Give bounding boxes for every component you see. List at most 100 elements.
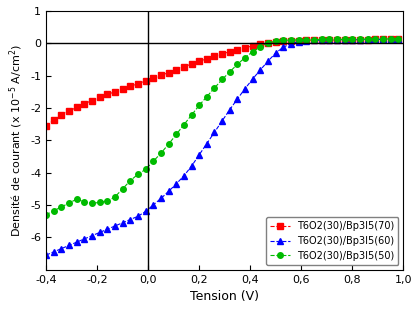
T6O2(30)/Bp3I5(60): [220, 119, 225, 123]
T6O2(30)/Bp3I5(70): [189, 62, 194, 66]
T6O2(30)/Bp3I5(60): [311, 38, 316, 42]
T6O2(30)/Bp3I5(70): [128, 84, 133, 88]
T6O2(30)/Bp3I5(50): [342, 38, 347, 41]
T6O2(30)/Bp3I5(50): [151, 159, 156, 163]
T6O2(30)/Bp3I5(70): [365, 38, 370, 42]
T6O2(30)/Bp3I5(50): [120, 187, 125, 191]
T6O2(30)/Bp3I5(60): [67, 244, 72, 247]
T6O2(30)/Bp3I5(70): [250, 44, 255, 48]
T6O2(30)/Bp3I5(60): [243, 87, 248, 91]
T6O2(30)/Bp3I5(60): [112, 224, 117, 228]
T6O2(30)/Bp3I5(70): [281, 39, 286, 43]
T6O2(30)/Bp3I5(70): [304, 38, 309, 42]
T6O2(30)/Bp3I5(50): [181, 123, 186, 126]
T6O2(30)/Bp3I5(50): [166, 142, 171, 146]
T6O2(30)/Bp3I5(50): [44, 213, 49, 216]
T6O2(30)/Bp3I5(60): [197, 153, 202, 157]
T6O2(30)/Bp3I5(50): [266, 41, 271, 45]
T6O2(30)/Bp3I5(50): [51, 209, 56, 213]
T6O2(30)/Bp3I5(60): [258, 68, 263, 72]
T6O2(30)/Bp3I5(70): [388, 38, 393, 41]
T6O2(30)/Bp3I5(60): [327, 38, 332, 42]
T6O2(30)/Bp3I5(50): [59, 205, 64, 209]
T6O2(30)/Bp3I5(60): [158, 197, 163, 200]
T6O2(30)/Bp3I5(70): [112, 90, 117, 94]
T6O2(30)/Bp3I5(50): [82, 200, 87, 204]
T6O2(30)/Bp3I5(50): [373, 37, 378, 41]
T6O2(30)/Bp3I5(70): [273, 40, 278, 44]
T6O2(30)/Bp3I5(60): [227, 108, 232, 111]
X-axis label: Tension (V): Tension (V): [190, 290, 259, 303]
T6O2(30)/Bp3I5(70): [158, 73, 163, 77]
T6O2(30)/Bp3I5(50): [97, 201, 102, 204]
T6O2(30)/Bp3I5(50): [304, 38, 309, 42]
T6O2(30)/Bp3I5(70): [151, 76, 156, 80]
T6O2(30)/Bp3I5(50): [388, 37, 393, 41]
T6O2(30)/Bp3I5(70): [44, 124, 49, 128]
T6O2(30)/Bp3I5(70): [166, 71, 171, 75]
T6O2(30)/Bp3I5(70): [204, 57, 210, 61]
T6O2(30)/Bp3I5(50): [204, 95, 210, 99]
T6O2(30)/Bp3I5(50): [112, 195, 117, 199]
T6O2(30)/Bp3I5(60): [181, 174, 186, 178]
T6O2(30)/Bp3I5(60): [82, 237, 87, 241]
T6O2(30)/Bp3I5(70): [373, 38, 378, 41]
T6O2(30)/Bp3I5(50): [357, 37, 362, 41]
T6O2(30)/Bp3I5(60): [189, 164, 194, 168]
T6O2(30)/Bp3I5(60): [380, 38, 385, 41]
T6O2(30)/Bp3I5(50): [281, 38, 286, 42]
T6O2(30)/Bp3I5(70): [90, 99, 95, 102]
T6O2(30)/Bp3I5(70): [319, 38, 324, 42]
T6O2(30)/Bp3I5(60): [212, 130, 217, 134]
T6O2(30)/Bp3I5(50): [197, 104, 202, 107]
T6O2(30)/Bp3I5(70): [235, 48, 240, 51]
Y-axis label: Densité de courant (x 10$^{-5}$ A/cm$^2$): Densité de courant (x 10$^{-5}$ A/cm$^2$…: [7, 44, 25, 237]
T6O2(30)/Bp3I5(70): [289, 39, 294, 43]
T6O2(30)/Bp3I5(70): [181, 65, 186, 69]
T6O2(30)/Bp3I5(70): [120, 87, 125, 91]
T6O2(30)/Bp3I5(50): [90, 202, 95, 205]
T6O2(30)/Bp3I5(70): [51, 118, 56, 122]
T6O2(30)/Bp3I5(70): [327, 38, 332, 42]
T6O2(30)/Bp3I5(70): [67, 109, 72, 113]
T6O2(30)/Bp3I5(50): [135, 172, 140, 176]
T6O2(30)/Bp3I5(70): [266, 41, 271, 45]
T6O2(30)/Bp3I5(60): [388, 38, 393, 41]
T6O2(30)/Bp3I5(50): [258, 45, 263, 48]
T6O2(30)/Bp3I5(50): [289, 38, 294, 42]
T6O2(30)/Bp3I5(60): [273, 51, 278, 55]
T6O2(30)/Bp3I5(60): [174, 182, 179, 186]
T6O2(30)/Bp3I5(60): [289, 42, 294, 46]
Line: T6O2(30)/Bp3I5(50): T6O2(30)/Bp3I5(50): [43, 36, 401, 217]
T6O2(30)/Bp3I5(50): [235, 62, 240, 66]
T6O2(30)/Bp3I5(70): [135, 82, 140, 86]
T6O2(30)/Bp3I5(50): [227, 70, 232, 73]
T6O2(30)/Bp3I5(50): [365, 37, 370, 41]
T6O2(30)/Bp3I5(60): [396, 38, 401, 41]
T6O2(30)/Bp3I5(60): [135, 215, 140, 218]
T6O2(30)/Bp3I5(60): [97, 231, 102, 234]
T6O2(30)/Bp3I5(50): [327, 38, 332, 41]
T6O2(30)/Bp3I5(50): [158, 151, 163, 155]
T6O2(30)/Bp3I5(70): [380, 38, 385, 41]
T6O2(30)/Bp3I5(50): [319, 38, 324, 41]
T6O2(30)/Bp3I5(60): [319, 38, 324, 42]
T6O2(30)/Bp3I5(60): [90, 234, 95, 237]
T6O2(30)/Bp3I5(70): [174, 68, 179, 72]
T6O2(30)/Bp3I5(70): [357, 38, 362, 42]
T6O2(30)/Bp3I5(50): [189, 113, 194, 117]
T6O2(30)/Bp3I5(60): [59, 247, 64, 250]
T6O2(30)/Bp3I5(60): [74, 240, 79, 244]
T6O2(30)/Bp3I5(70): [59, 113, 64, 117]
T6O2(30)/Bp3I5(70): [243, 46, 248, 50]
T6O2(30)/Bp3I5(60): [166, 189, 171, 193]
T6O2(30)/Bp3I5(60): [334, 38, 339, 42]
T6O2(30)/Bp3I5(60): [120, 221, 125, 225]
T6O2(30)/Bp3I5(50): [396, 37, 401, 41]
T6O2(30)/Bp3I5(60): [105, 227, 110, 231]
T6O2(30)/Bp3I5(70): [258, 42, 263, 46]
T6O2(30)/Bp3I5(60): [350, 38, 355, 42]
T6O2(30)/Bp3I5(60): [44, 253, 49, 257]
T6O2(30)/Bp3I5(50): [243, 56, 248, 60]
T6O2(30)/Bp3I5(60): [235, 97, 240, 101]
